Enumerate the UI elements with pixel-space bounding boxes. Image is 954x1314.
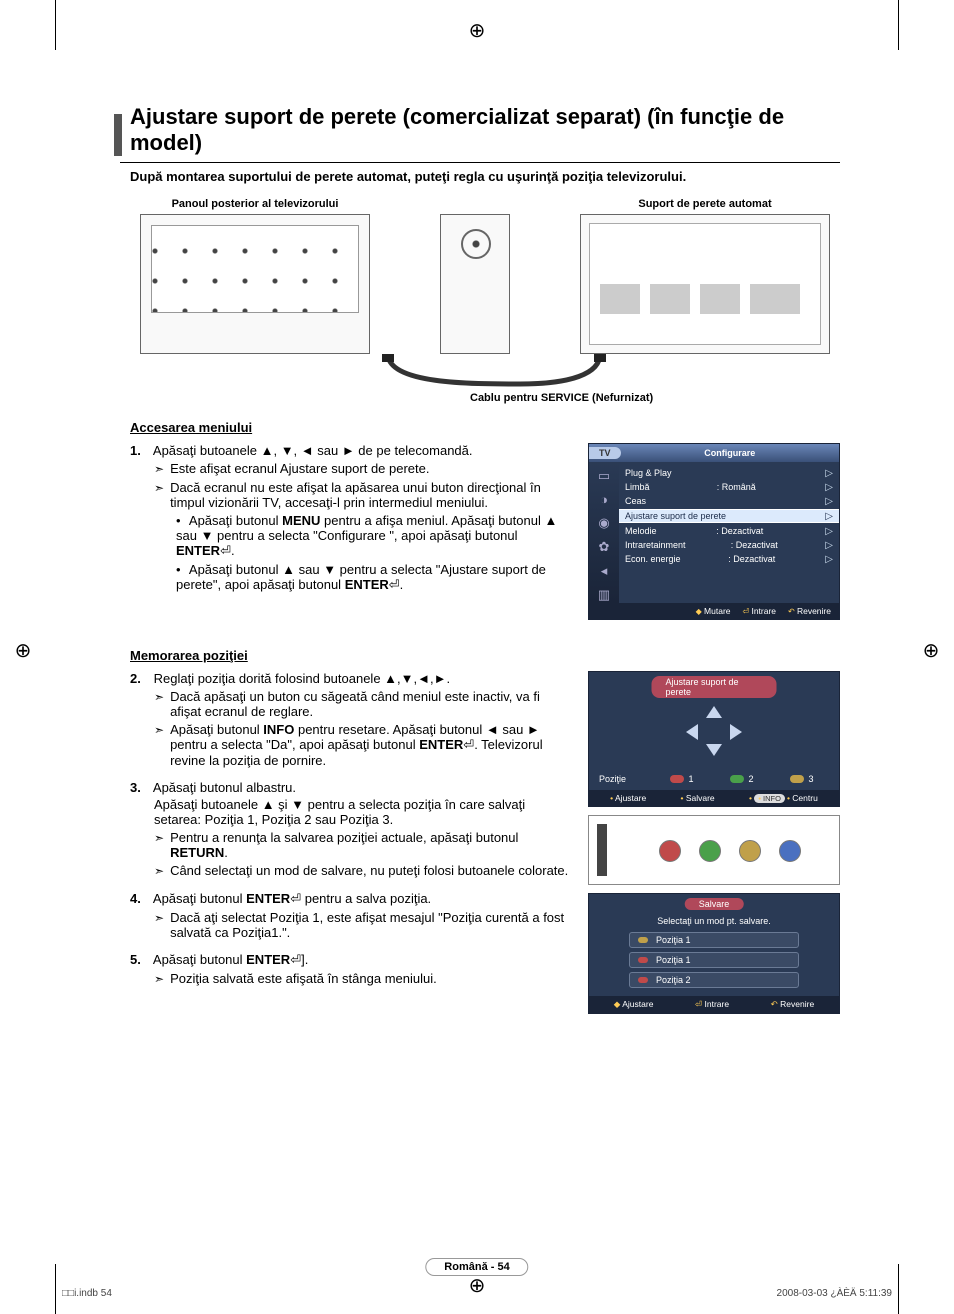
yellow-button-icon [739, 840, 761, 862]
step-text: Apăsaţi butonul albastru. [153, 780, 296, 795]
bullet-icon: • [176, 513, 186, 528]
section-accessing-menu: Accesarea meniului [130, 420, 840, 435]
registration-mark-icon: ⊕ [466, 1275, 488, 1297]
red-button-icon [659, 840, 681, 862]
arrow-text: Când selectaţi un mod de salvare, nu put… [170, 863, 574, 878]
osd-footer-return: Revenire [788, 606, 831, 616]
step-number: 3. [130, 780, 150, 795]
save-option: Poziţia 1 [629, 932, 799, 948]
footer-timestamp: 2008-03-03 ¿ÀÈÄ 5:11:39 [777, 1288, 892, 1299]
step-number: 5. [130, 952, 150, 967]
osd-icon-column: ▭ ◑ ◉ ✿ ◂ ▥ [589, 462, 619, 603]
bullet-text: Apăsaţi butonul MENU pentru a afişa meni… [176, 513, 557, 558]
registration-mark-icon: ⊕ [12, 640, 34, 662]
arrow-icon: ➣ [154, 461, 164, 477]
title-accent-bar [114, 114, 122, 156]
osd-configure-menu: TV Configurare ▭ ◑ ◉ ✿ ◂ ▥ Plug & Play▷ … [588, 443, 840, 620]
arrow-text: Pentru a renunţa la salvarea poziţiei ac… [170, 830, 574, 860]
cable-label: Cablu pentru SERVICE (Nefurnizat) [470, 392, 653, 404]
channel-icon: ◉ [598, 515, 609, 531]
step-text: Apăsaţi butonul ENTER⏎]. [153, 952, 308, 967]
connector-diagram [440, 214, 510, 354]
arrow-icon: ➣ [154, 722, 164, 738]
osd-save-panel: Salvare Selectaţi un mod pt. salvare. Po… [588, 893, 840, 1014]
section2-text: 2. Reglaţi poziţia dorită folosind butoa… [120, 671, 574, 1014]
arrow-icon: ➣ [154, 863, 164, 879]
adjust-title-pill: Ajustare suport de perete [652, 676, 777, 698]
osd-highlight-row: Ajustare suport de perete▷ [619, 509, 839, 523]
footer-filename: □□i.indb 54 [62, 1288, 112, 1299]
osd-footer-move: Mutare [696, 606, 731, 616]
arrow-text: Poziţia salvată este afişată în stânga m… [170, 971, 574, 986]
cable-diagram: Cablu pentru SERVICE (Nefurnizat) [120, 362, 840, 402]
bullet-text: Apăsaţi butonul ▲ sau ▼ pentru a selecta… [176, 562, 546, 592]
section1-text: 1. Apăsaţi butoanele ▲, ▼, ◄ sau ► de pe… [120, 443, 574, 630]
diagram-row: Panoul posterior al televizorului Suport… [140, 198, 830, 354]
footer-save: Salvare [681, 793, 715, 803]
step-text: Reglaţi poziţia dorită folosind butoanel… [154, 671, 450, 686]
diagram-right-label: Suport de perete automat [580, 198, 830, 210]
save-message: Selectaţi un mod pt. salvare. [589, 916, 839, 926]
step-text: Apăsaţi butonul ENTER⏎ pentru a salva po… [153, 891, 431, 906]
footer-adjust: Ajustare [614, 999, 654, 1010]
picture-icon: ▭ [598, 468, 610, 484]
step-number: 1. [130, 443, 150, 458]
section-saving-position: Memorarea poziţiei [130, 648, 840, 663]
page-subtitle: După montarea suportului de perete autom… [120, 169, 840, 184]
remote-color-buttons-diagram [588, 815, 840, 885]
app-icon: ▥ [598, 587, 610, 603]
arrow-text: Dacă aţi selectat Poziţia 1, este afişat… [170, 910, 574, 940]
green-button-icon [699, 840, 721, 862]
crop-mark [898, 0, 899, 50]
crop-mark [55, 1264, 56, 1314]
save-option: Poziţia 2 [629, 972, 799, 988]
arrow-text: Este afişat ecranul Ajustare suport de p… [170, 461, 574, 476]
crop-mark [898, 1264, 899, 1314]
osd-footer-enter: Intrare [743, 606, 777, 616]
arrow-text: Dacă ecranul nu este afişat la apăsarea … [170, 480, 574, 510]
sound-icon: ◑ [600, 492, 608, 507]
wall-mount-diagram [580, 214, 830, 354]
footer-enter: Intrare [695, 999, 729, 1010]
step-number: 2. [130, 671, 150, 686]
arrow-icon: ➣ [154, 480, 164, 496]
arrow-text: Dacă apăsaţi un buton cu săgeată când me… [170, 689, 574, 719]
save-title-pill: Salvare [685, 898, 744, 910]
osd-title: Configurare [621, 448, 839, 458]
registration-mark-icon: ⊕ [920, 640, 942, 662]
position-label: Poziţie [599, 774, 649, 784]
arrow-icon: ➣ [154, 971, 164, 987]
registration-mark-icon: ⊕ [466, 20, 488, 42]
osd-adjust-panel: Ajustare suport de perete Poziţie 1 2 3 … [588, 671, 840, 807]
input-icon: ◂ [601, 563, 608, 579]
setup-icon: ✿ [599, 539, 610, 555]
dpad-icon [684, 706, 744, 756]
step-text-2: Apăsaţi butoanele ▲ şi ▼ pentru a select… [154, 797, 525, 827]
page-content: Ajustare suport de perete (comercializat… [120, 100, 840, 1014]
save-option: Poziţia 1 [629, 952, 799, 968]
arrow-icon: ➣ [154, 689, 164, 705]
diagram-left-label: Panoul posterior al televizorului [140, 198, 370, 210]
arrow-icon: ➣ [154, 830, 164, 846]
footer-return: Revenire [771, 999, 815, 1010]
step-number: 4. [130, 891, 150, 906]
page-number-pill: Română - 54 [425, 1258, 528, 1276]
osd-tv-tab: TV [589, 447, 621, 459]
osd-list: Plug & Play▷ Limbă: Română▷ Ceas▷ Ajusta… [619, 462, 839, 603]
bullet-icon: • [176, 562, 186, 577]
arrow-text: Apăsaţi butonul INFO pentru resetare. Ap… [170, 722, 574, 768]
step-text: Apăsaţi butoanele ▲, ▼, ◄ sau ► de pe te… [153, 443, 473, 458]
footer-center: INFOCentru [749, 793, 818, 803]
arrow-icon: ➣ [154, 910, 164, 926]
tv-back-panel-diagram [140, 214, 370, 354]
page-title: Ajustare suport de perete (comercializat… [120, 100, 840, 163]
blue-button-icon [779, 840, 801, 862]
footer-adjust: Ajustare [610, 793, 646, 803]
crop-mark [55, 0, 56, 50]
